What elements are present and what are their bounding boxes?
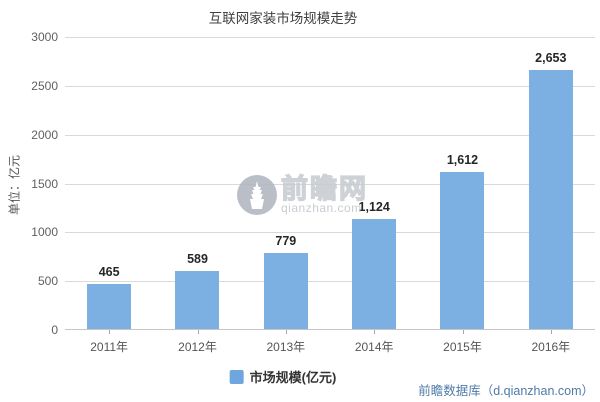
bar-2014年 <box>352 219 397 329</box>
gridline <box>65 232 595 234</box>
x-axis-tick <box>374 330 376 334</box>
bar-value-label: 589 <box>187 252 208 267</box>
gridline <box>65 85 595 87</box>
y-axis-tick-label: 3000 <box>31 30 58 44</box>
y-axis-tick-label: 1500 <box>31 176 58 191</box>
bar-value-label: 779 <box>275 233 297 248</box>
legend-label: 市场规模(亿元) <box>249 370 337 385</box>
gridline <box>65 37 595 38</box>
legend-item[interactable]: 市场规模(亿元) <box>229 367 337 386</box>
x-axis-label: 2016年 <box>531 340 571 354</box>
gridline <box>65 281 595 283</box>
bar-2016年 <box>528 69 573 329</box>
y-axis-tick-label: 2000 <box>31 127 58 142</box>
bar-2015年 <box>440 171 485 329</box>
bar-slot: 2,653 <box>507 37 595 329</box>
y-axis-tick-label: 500 <box>37 274 58 289</box>
bar-value-label: 2,653 <box>535 50 567 65</box>
bar-slot: 779 <box>242 37 330 329</box>
chart-title: 互联网家装市场规模走势 <box>208 11 358 26</box>
x-axis-tick <box>550 330 552 334</box>
y-axis-tick-label: 1000 <box>31 225 58 240</box>
x-axis-tick <box>197 330 199 334</box>
bar-slot: 1,612 <box>418 37 506 329</box>
x-axis-label: 2014年 <box>354 340 394 354</box>
y-axis-tick-label: 2500 <box>31 78 58 93</box>
bar-slot: 1,124 <box>330 37 418 329</box>
x-axis-tick <box>462 330 464 334</box>
x-axis-label: 2015年 <box>443 340 482 354</box>
x-axis-tick <box>109 330 111 334</box>
bar-value-label: 465 <box>98 264 120 279</box>
bar-2012年 <box>175 271 220 329</box>
bar-value-label: 1,612 <box>446 152 479 167</box>
bar-2011年 <box>87 283 132 329</box>
bar-2013年 <box>263 252 308 329</box>
plot-area: 465 589 779 1,124 1,612 2,653 <box>65 37 595 330</box>
gridline <box>65 183 595 185</box>
x-axis-label: 2011年 <box>90 340 129 354</box>
x-axis-label: 2013年 <box>266 340 306 354</box>
bar-value-label: 1,124 <box>358 200 390 215</box>
gridline <box>65 134 595 136</box>
bar-slot: 465 <box>65 37 153 329</box>
y-axis-tick-label: 0 <box>51 323 58 337</box>
bar-slot: 589 <box>153 37 241 329</box>
x-axis-tick <box>285 330 287 334</box>
legend-swatch <box>229 369 244 384</box>
x-axis-label: 2012年 <box>178 340 217 354</box>
credit-link[interactable]: 前瞻数据库（d.qianzhan.com） <box>418 384 594 398</box>
